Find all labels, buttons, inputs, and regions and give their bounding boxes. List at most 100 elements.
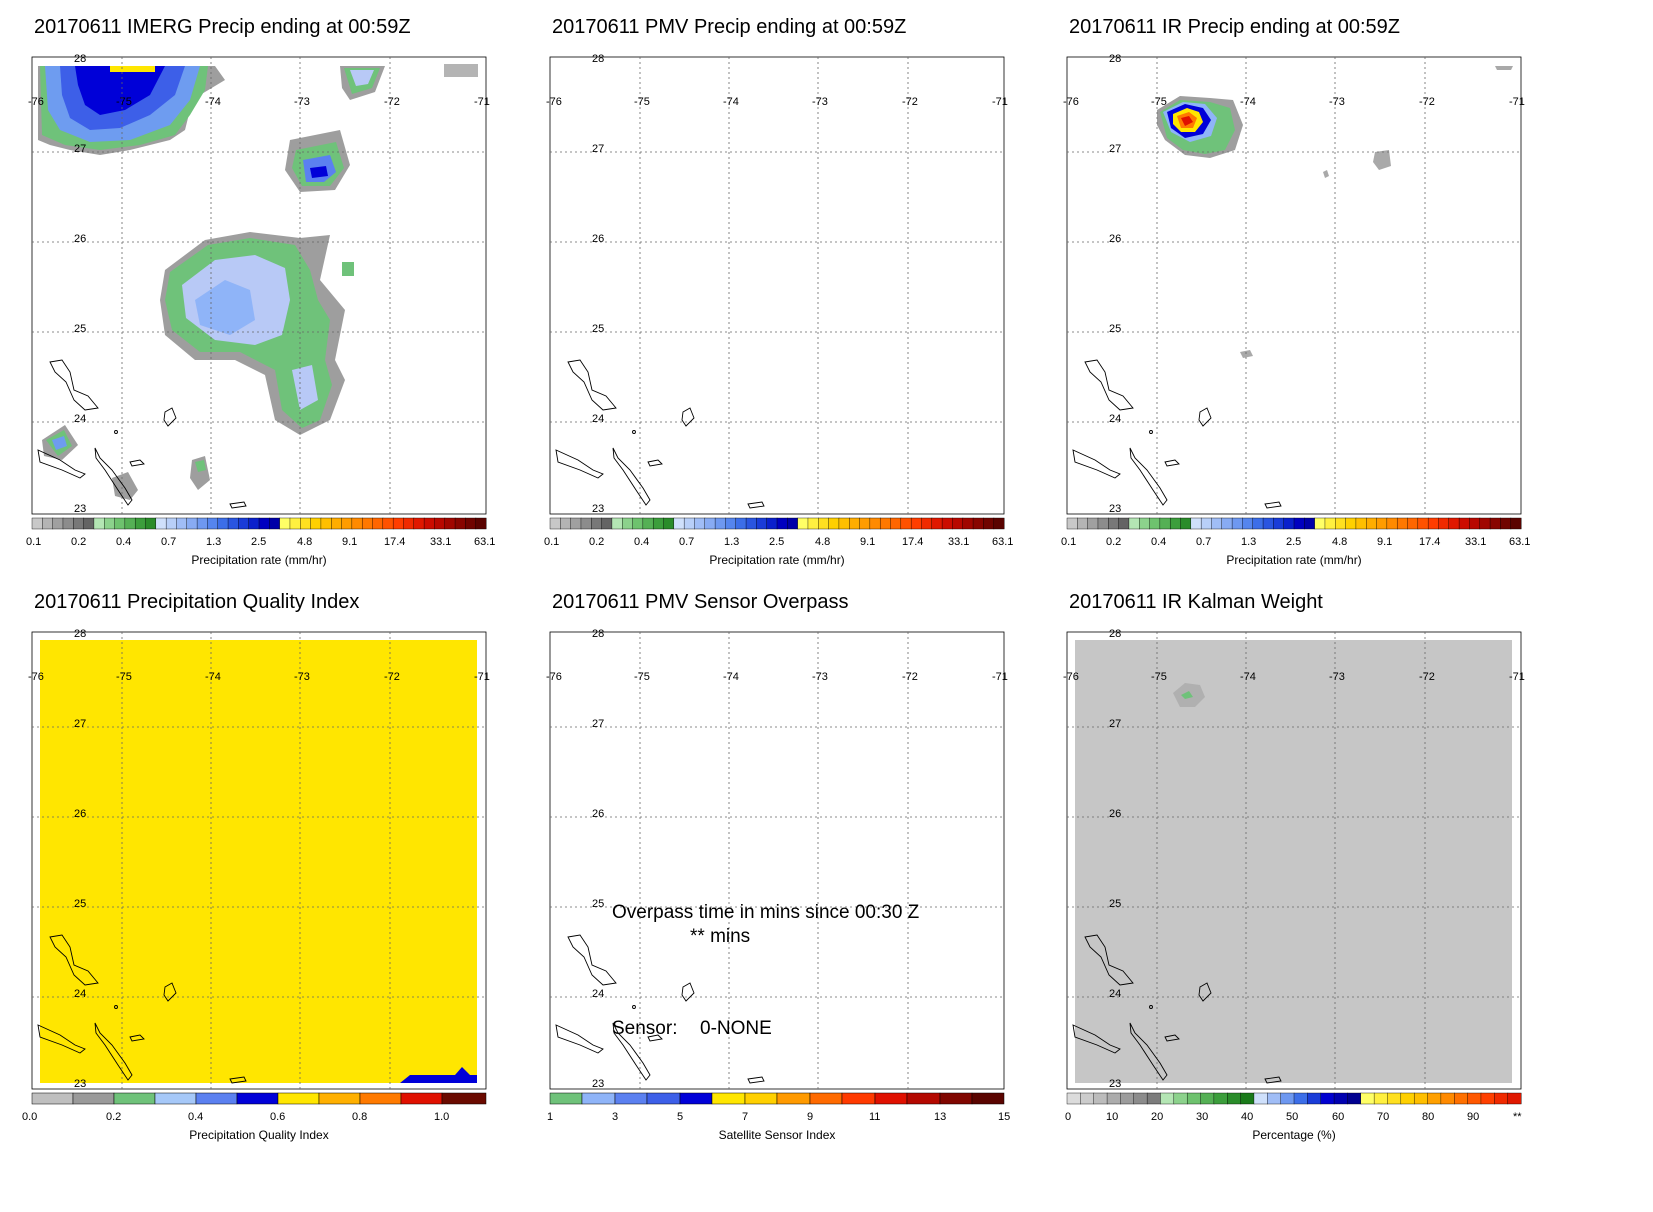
svg-text:26: 26 (592, 233, 604, 245)
colorbar-cell (331, 517, 343, 530)
svg-text:-75: -75 (634, 671, 650, 683)
colorbar-cell (756, 517, 768, 530)
colorbar (549, 1092, 1005, 1105)
svg-text:63.1: 63.1 (1509, 536, 1530, 548)
svg-text:0.1: 0.1 (26, 536, 41, 548)
svg-text:-76: -76 (28, 671, 44, 683)
svg-text:23: 23 (1109, 503, 1121, 515)
colorbar-cell (931, 517, 943, 530)
colorbar-cell (776, 517, 788, 530)
svg-text:9.1: 9.1 (860, 536, 875, 548)
svg-text:90: 90 (1467, 1111, 1479, 1123)
colorbar-cell (1448, 517, 1460, 530)
pqi-map: -76 -75 -74 -73 -72 -71 28 27 26 25 24 2… (22, 628, 490, 1142)
lon-label: -71 (474, 96, 490, 108)
colorbar-cell (818, 517, 830, 530)
colorbar-cell (1366, 517, 1378, 530)
svg-text:0.4: 0.4 (1151, 536, 1166, 548)
pmv-map: -76 -75 -74 -73 -72 -71 28 27 26 25 24 2… (544, 53, 1013, 567)
svg-text:1.3: 1.3 (724, 536, 739, 548)
colorbar-cell (632, 517, 644, 530)
colorbar-cell (1200, 517, 1212, 530)
svg-text:4.8: 4.8 (1332, 536, 1347, 548)
colorbar-cell (1500, 517, 1512, 530)
svg-text:28: 28 (74, 628, 86, 640)
colorbar-cell (663, 517, 675, 530)
svg-text:7: 7 (742, 1111, 748, 1123)
colorbar-cell (1231, 517, 1243, 530)
colorbar-title: Satellite Sensor Index (719, 1128, 836, 1142)
svg-text:24: 24 (1109, 413, 1121, 425)
colorbar-cell (1307, 1092, 1322, 1105)
colorbar-cell (258, 517, 270, 530)
svg-text:4.8: 4.8 (815, 536, 830, 548)
svg-text:25: 25 (592, 323, 604, 335)
svg-text:26: 26 (74, 808, 86, 820)
lat-label: 26 (74, 233, 86, 245)
svg-text:0.4: 0.4 (188, 1111, 203, 1123)
colorbar-cell (879, 517, 891, 530)
svg-text:25: 25 (1109, 323, 1121, 335)
colorbar-cell (1252, 517, 1264, 530)
colorbar-cell (1400, 1092, 1415, 1105)
svg-text:33.1: 33.1 (948, 536, 969, 548)
colorbar-cell (725, 517, 737, 530)
colorbar-cell (1262, 517, 1274, 530)
colorbar-cell (1160, 1092, 1175, 1105)
colorbar-cell (248, 517, 260, 530)
colorbar-cell (921, 517, 933, 530)
panel-sensor: 20170611 PMV Sensor Overpass -76 -75 -74… (518, 575, 1048, 1175)
colorbar-cell (1066, 1092, 1081, 1105)
lat-label: 28 (74, 53, 86, 65)
colorbar-cell (1347, 1092, 1362, 1105)
axis-labels: -76 -75 -74 -73 -72 -71 28 27 26 25 24 2… (1063, 628, 1525, 1090)
colorbar-cell (838, 517, 850, 530)
svg-text:0.2: 0.2 (589, 536, 604, 548)
coastline (1072, 934, 1282, 1084)
coastline (37, 934, 247, 1084)
colorbar-cell (62, 517, 74, 530)
colorbar-title: Precipitation rate (mm/hr) (191, 553, 326, 567)
colorbar-cell (1169, 517, 1182, 530)
svg-text:3: 3 (612, 1111, 618, 1123)
svg-text:28: 28 (1109, 53, 1121, 65)
svg-text:30: 30 (1196, 1111, 1208, 1123)
svg-text:-72: -72 (902, 96, 918, 108)
colorbar-cell (1080, 1092, 1095, 1105)
colorbar (1066, 1092, 1522, 1105)
colorbar-cell (1180, 517, 1192, 530)
colorbar-cell (1387, 1092, 1402, 1105)
svg-text:25: 25 (74, 898, 86, 910)
colorbar-cell (403, 517, 415, 530)
colorbar-cell (300, 517, 312, 530)
colorbar-cell (145, 517, 157, 530)
sensor-label: Sensor: (612, 1018, 677, 1039)
svg-text:33.1: 33.1 (430, 536, 451, 548)
svg-text:-71: -71 (1509, 96, 1525, 108)
svg-text:-73: -73 (1329, 671, 1345, 683)
axis-labels: -76 -75 -74 -73 -72 -71 28 27 26 25 24 2… (546, 53, 1008, 515)
colorbar-cell (413, 517, 425, 530)
lat-label: 23 (74, 503, 86, 515)
colorbar-labels: 1 3 5 7 9 11 13 15 Satellite Sensor Inde… (547, 1111, 1010, 1142)
colorbar-cell (289, 517, 301, 530)
svg-text:24: 24 (1109, 988, 1121, 1000)
colorbar-cell (1507, 1092, 1522, 1105)
svg-text:-72: -72 (384, 671, 400, 683)
panel-title: 20170611 IR Precip ending at 00:59Z (1069, 16, 1400, 38)
panel-kalman: 20170611 IR Kalman Weight -76 -75 -74 -7… (1035, 575, 1565, 1175)
panel-pmv: 20170611 PMV Precip ending at 00:59Z -76… (518, 0, 1048, 600)
colorbar-cell (1093, 1092, 1108, 1105)
svg-text:15: 15 (998, 1111, 1010, 1123)
svg-text:28: 28 (1109, 628, 1121, 640)
lat-label: 27 (74, 143, 86, 155)
lat-label: 25 (74, 323, 86, 335)
svg-text:24: 24 (74, 988, 86, 1000)
colorbar-cell (1494, 1092, 1509, 1105)
axis-labels: -76 -75 -74 -73 -72 -71 28 27 26 25 24 2… (1063, 53, 1525, 515)
svg-text:-73: -73 (812, 96, 828, 108)
colorbar-cell (227, 517, 239, 530)
colorbar-cell (570, 517, 582, 530)
colorbar-cell (1139, 517, 1151, 530)
svg-text:10: 10 (1106, 1111, 1118, 1123)
